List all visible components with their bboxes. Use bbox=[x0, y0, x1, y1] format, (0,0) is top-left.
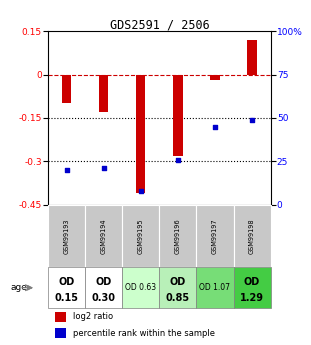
Bar bbox=[248, 40, 257, 75]
Text: GSM99198: GSM99198 bbox=[249, 218, 255, 254]
Text: OD: OD bbox=[58, 277, 75, 286]
Text: OD: OD bbox=[96, 277, 112, 286]
Text: age: age bbox=[10, 283, 27, 292]
Text: OD: OD bbox=[170, 277, 186, 286]
Point bbox=[138, 188, 143, 194]
Point bbox=[175, 157, 180, 162]
Text: GSM99193: GSM99193 bbox=[64, 218, 70, 254]
Text: 0.30: 0.30 bbox=[92, 293, 116, 303]
Title: GDS2591 / 2506: GDS2591 / 2506 bbox=[109, 18, 209, 31]
Bar bbox=[55, 312, 66, 322]
Text: 0.85: 0.85 bbox=[166, 293, 190, 303]
Point bbox=[101, 166, 106, 171]
FancyBboxPatch shape bbox=[159, 267, 197, 308]
Text: OD 1.07: OD 1.07 bbox=[199, 283, 230, 292]
Text: log2 ratio: log2 ratio bbox=[73, 312, 113, 321]
FancyBboxPatch shape bbox=[234, 205, 271, 267]
FancyBboxPatch shape bbox=[234, 267, 271, 308]
FancyBboxPatch shape bbox=[85, 205, 122, 267]
Bar bbox=[55, 328, 66, 338]
FancyBboxPatch shape bbox=[159, 205, 197, 267]
Text: 0.15: 0.15 bbox=[55, 293, 79, 303]
Bar bbox=[210, 75, 220, 80]
Text: GSM99197: GSM99197 bbox=[212, 218, 218, 254]
FancyBboxPatch shape bbox=[85, 267, 122, 308]
Point bbox=[64, 167, 69, 173]
Text: GSM99195: GSM99195 bbox=[138, 218, 144, 254]
Bar bbox=[173, 75, 183, 156]
FancyBboxPatch shape bbox=[197, 205, 234, 267]
Point bbox=[212, 124, 217, 129]
Text: percentile rank within the sample: percentile rank within the sample bbox=[73, 329, 215, 338]
Text: 1.29: 1.29 bbox=[240, 293, 264, 303]
Text: OD: OD bbox=[244, 277, 260, 286]
Bar bbox=[99, 75, 109, 112]
Bar bbox=[136, 75, 146, 193]
FancyBboxPatch shape bbox=[197, 267, 234, 308]
FancyBboxPatch shape bbox=[122, 267, 159, 308]
Text: OD 0.63: OD 0.63 bbox=[125, 283, 156, 292]
FancyBboxPatch shape bbox=[48, 267, 85, 308]
Text: GSM99196: GSM99196 bbox=[175, 218, 181, 254]
Bar bbox=[62, 75, 71, 104]
FancyBboxPatch shape bbox=[122, 205, 159, 267]
Point bbox=[249, 117, 254, 122]
FancyBboxPatch shape bbox=[48, 205, 85, 267]
Text: GSM99194: GSM99194 bbox=[101, 218, 107, 254]
